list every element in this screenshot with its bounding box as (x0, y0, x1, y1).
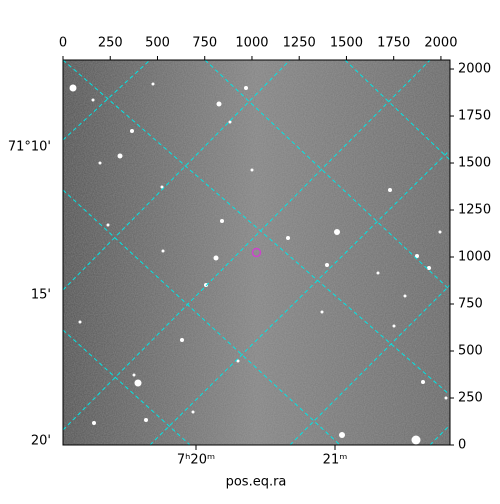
star (444, 396, 448, 400)
wcs-grid-line (344, 60, 450, 161)
x-tick-label: 250 (98, 36, 123, 51)
star (250, 168, 254, 172)
x-tick-label: 1500 (330, 36, 363, 51)
wcs-grid-line (63, 329, 191, 445)
y-tick-label: 0 (458, 438, 466, 453)
frame (62, 59, 451, 446)
star (228, 120, 232, 124)
x-tick-label: 750 (192, 36, 217, 51)
star (180, 338, 184, 342)
star (286, 236, 290, 240)
star (427, 266, 431, 270)
y-tick-label: 1250 (458, 203, 491, 218)
star (69, 84, 77, 92)
star (411, 435, 421, 445)
star (236, 359, 240, 363)
star (213, 255, 219, 261)
ra-tick-label: 7ʰ20ᵐ (177, 453, 215, 468)
x-tick-label: 0 (59, 36, 67, 51)
y-tick-label: 250 (458, 391, 483, 406)
star (130, 129, 134, 133)
star (204, 283, 208, 287)
star (144, 418, 148, 422)
star (403, 294, 407, 298)
star (438, 230, 442, 234)
x-tick-label: 1000 (235, 36, 268, 51)
wcs-grid-line (289, 284, 450, 445)
marker (251, 247, 262, 258)
star (392, 324, 396, 328)
star (106, 223, 110, 227)
stars (69, 82, 448, 445)
star (339, 432, 345, 438)
star (161, 249, 165, 253)
x-tick-label: 1750 (377, 36, 410, 51)
dec-tick-label: 15' (31, 288, 51, 303)
star (325, 263, 329, 267)
star (220, 219, 224, 223)
star (78, 320, 82, 324)
star (191, 410, 195, 414)
wcs-grid-line (429, 424, 450, 445)
y-tick-label: 1000 (458, 250, 491, 265)
wcs-grid-line (63, 60, 431, 431)
y-tick-label: 750 (458, 297, 483, 312)
dec-tick-label: 20' (31, 434, 51, 449)
x-axis-label: pos.eq.ra (226, 475, 287, 490)
star (132, 373, 136, 377)
y-tick-label: 2000 (458, 62, 491, 77)
star (388, 188, 392, 192)
star (151, 82, 155, 86)
image-noise (63, 60, 450, 445)
star (92, 421, 96, 425)
y-tick-label: 500 (458, 344, 483, 359)
star (117, 153, 123, 159)
x-tick-label: 2000 (424, 36, 457, 51)
wcs-grid-line (149, 149, 450, 445)
x-tick-label: 500 (145, 36, 170, 51)
star (421, 380, 425, 384)
star (134, 379, 142, 387)
star (415, 254, 419, 258)
wcs-grid-line (204, 60, 450, 291)
wcs-grid-line (63, 60, 291, 291)
star (376, 271, 380, 275)
wcs-grid-line (63, 60, 450, 396)
star (216, 101, 222, 107)
star (91, 98, 95, 102)
dec-tick-label: 71°10' (8, 140, 51, 155)
y-tick-label: 1750 (458, 109, 491, 124)
wcs-grid-line (63, 60, 151, 141)
y-tick-label: 1500 (458, 156, 491, 171)
wcs-grid (63, 60, 450, 445)
star (334, 229, 340, 235)
star (160, 185, 164, 189)
ra-tick-label: 21ᵐ (323, 453, 348, 468)
star (244, 86, 248, 90)
star (320, 310, 324, 314)
x-tick-label: 1250 (283, 36, 316, 51)
star (98, 161, 102, 165)
